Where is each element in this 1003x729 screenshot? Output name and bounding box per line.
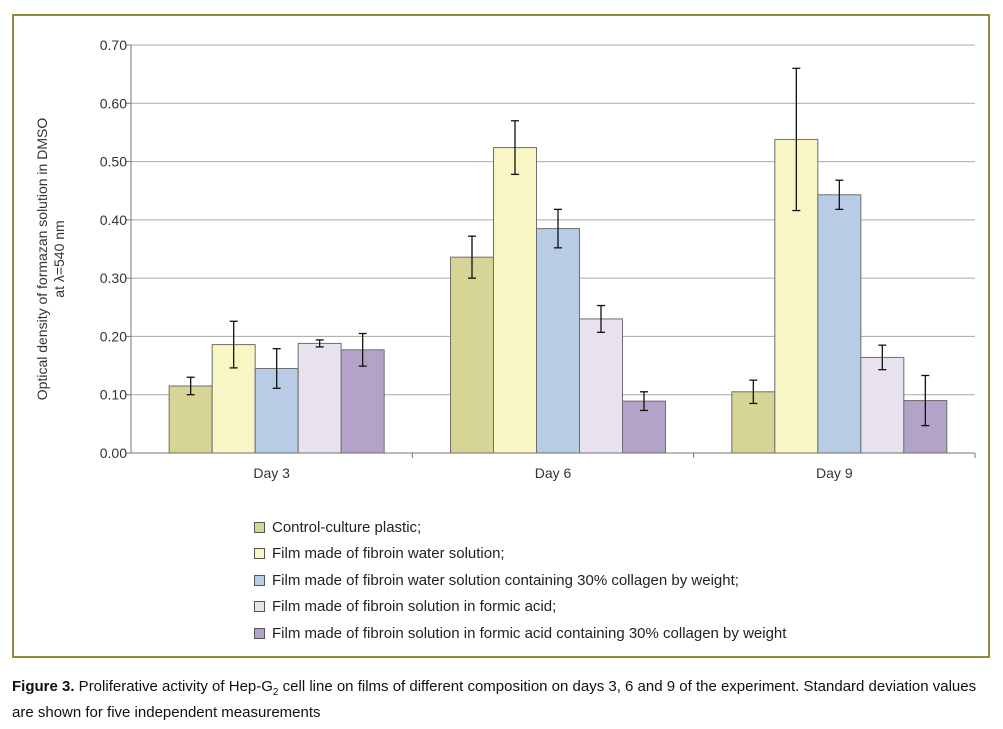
- bar: [168, 385, 213, 454]
- y-tick-label: 0.10: [100, 387, 127, 403]
- bar: [579, 318, 623, 454]
- legend-item: Film made of fibroin water solution cont…: [254, 567, 786, 594]
- y-tick-label: 0.50: [100, 154, 127, 170]
- caption-text-part1: Proliferative activity of Hep-G: [74, 678, 273, 695]
- y-tick-label: 0.60: [100, 95, 127, 111]
- bar: [450, 256, 494, 454]
- y-axis-title-line1: Optical density of formazan solution in …: [34, 118, 50, 401]
- legend-item: Film made of fibroin water solution;: [254, 541, 786, 568]
- legend-swatch: [254, 548, 265, 560]
- bar: [536, 228, 580, 454]
- legend-item: Film made of fibroin solution in formic …: [254, 620, 786, 647]
- legend-label: Film made of fibroin water solution cont…: [272, 571, 739, 589]
- legend-swatch: [254, 601, 265, 613]
- bar: [297, 342, 342, 454]
- y-axis-title-line2: at λ=540 nm: [51, 220, 67, 297]
- x-tick-label: Day 3: [253, 465, 290, 481]
- y-tick-label: 0.30: [100, 270, 127, 286]
- x-tick-label: Day 6: [535, 465, 572, 481]
- bar: [340, 349, 385, 454]
- y-tick-label: 0.00: [100, 445, 127, 461]
- caption-label: Figure 3.: [12, 678, 75, 695]
- caption-text-part2: cell line on films of different composit…: [12, 678, 977, 721]
- legend-swatch: [254, 627, 265, 639]
- legend-label: Film made of fibroin solution in formic …: [272, 624, 787, 642]
- bar: [903, 400, 948, 454]
- bar: [817, 194, 862, 454]
- legend-swatch: [254, 574, 265, 586]
- legend-label: Control-culture plastic;: [272, 518, 422, 536]
- y-tick-label: 0.70: [100, 37, 127, 53]
- legend-item: Film made of fibroin solution in formic …: [254, 594, 786, 621]
- legend-label: Film made of fibroin solution in formic …: [272, 598, 557, 616]
- bar: [860, 356, 905, 454]
- chart-legend: Control-culture plastic; Film made of fib…: [254, 514, 786, 647]
- bar: [493, 147, 537, 454]
- legend-label: Film made of fibroin water solution;: [272, 545, 505, 563]
- legend-item: Control-culture plastic;: [254, 514, 786, 541]
- x-tick-label: Day 9: [816, 465, 853, 481]
- legend-swatch: [254, 521, 265, 533]
- y-tick-label: 0.40: [100, 212, 127, 228]
- figure-caption: Figure 3. Proliferative activity of Hep-…: [12, 677, 994, 723]
- caption-subscript: 2: [272, 687, 279, 698]
- y-tick-label: 0.20: [100, 328, 127, 344]
